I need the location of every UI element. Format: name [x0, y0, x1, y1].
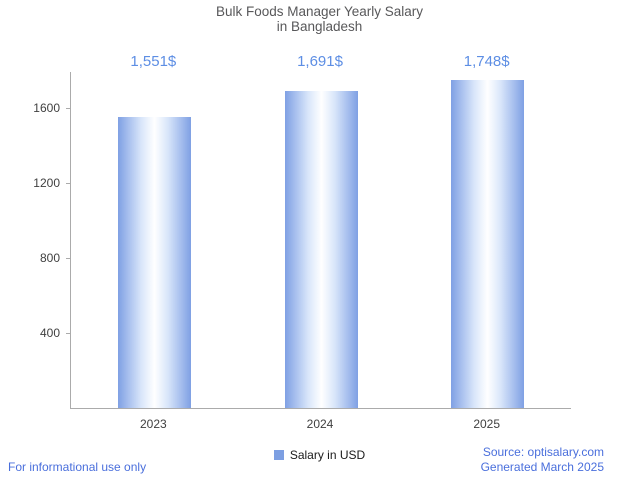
y-axis-line [70, 72, 71, 409]
bar-value-labels: 1,551$ 1,691$ 1,748$ [70, 53, 570, 73]
y-tick-mark [66, 332, 70, 334]
chart-title: Bulk Foods Manager Yearly Salary in Bang… [0, 4, 639, 34]
legend: Salary in USD [0, 448, 639, 462]
y-tick-label: 400 [39, 325, 60, 340]
source-text: Source: optisalary.com [482, 445, 604, 459]
generated-text: Generated March 2025 [480, 460, 604, 474]
bar-value-label: 1,748$ [463, 53, 510, 70]
bar-slot [238, 80, 405, 408]
source-credit: Source: optisalary.com Generated March 2… [481, 445, 604, 475]
bar-slot [404, 80, 571, 408]
x-axis-label: 2025 [473, 417, 501, 431]
y-tick-mark [66, 257, 70, 259]
chart-title-line1: Bulk Foods Manager Yearly Salary [215, 4, 424, 19]
bar-slot [71, 80, 238, 408]
y-tick-mark [66, 107, 70, 109]
bar [117, 116, 191, 408]
x-axis-label: 2023 [139, 417, 167, 431]
bar [451, 80, 525, 408]
bar [284, 90, 358, 408]
y-tick-mark [66, 182, 70, 184]
y-tick-label: 1200 [33, 175, 60, 190]
legend-swatch-icon [273, 450, 284, 460]
legend-label: Salary in USD [289, 448, 366, 462]
x-axis-label: 2024 [306, 417, 334, 431]
plot-area [71, 80, 571, 408]
x-axis-labels: 2023 2024 2025 [70, 417, 570, 431]
bar-value-label: 1,551$ [130, 53, 177, 70]
y-tick-label: 800 [39, 250, 60, 265]
chart-title-line2: in Bangladesh [276, 19, 363, 34]
bar-value-label: 1,691$ [297, 53, 343, 70]
x-axis-line [70, 408, 571, 409]
disclaimer-text: For informational use only [8, 460, 147, 474]
y-tick-label: 1600 [33, 100, 60, 115]
